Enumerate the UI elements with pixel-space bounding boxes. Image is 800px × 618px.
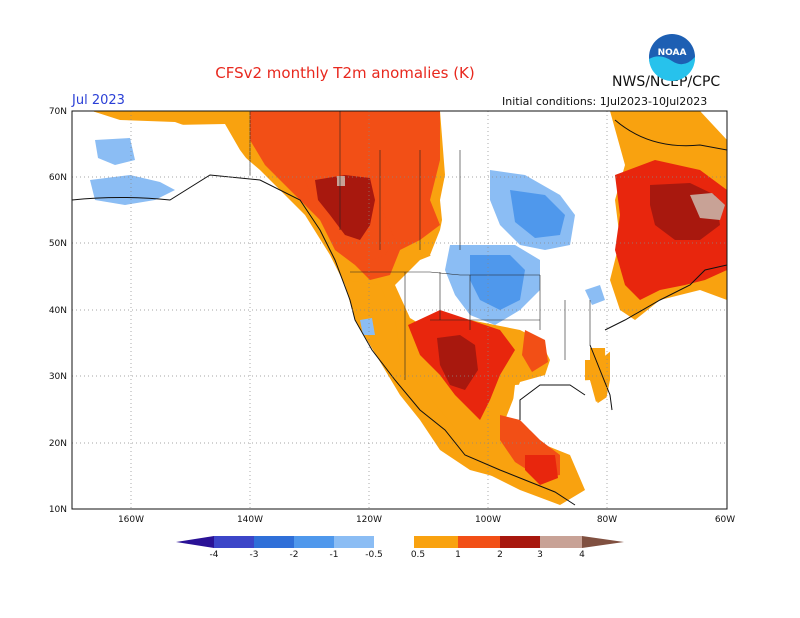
legend-swatch-gt-4: [582, 536, 624, 548]
legend-swatch-p05-1: [414, 536, 458, 548]
legend-label: 1: [455, 550, 461, 560]
lat-label: 70N: [49, 107, 67, 117]
lon-label: 100W: [475, 515, 501, 525]
anomaly-region-quebec-extreme: [690, 193, 725, 220]
legend-label: -4: [210, 550, 219, 560]
noaa-logo: NOAA: [649, 34, 696, 81]
lat-axis: 70N 60N 50N 40N 30N 20N 10N: [49, 107, 67, 515]
cool-region-plains-core: [470, 255, 525, 310]
legend-label: -1: [330, 550, 339, 560]
lon-label: 120W: [356, 515, 382, 525]
cool-region-hudson-core: [510, 190, 565, 238]
legend-swatch-p1-2: [458, 536, 500, 548]
legend-label: 2: [497, 550, 503, 560]
lon-axis: 160W 140W 120W 100W 80W 60W: [118, 515, 735, 525]
lat-label: 20N: [49, 439, 67, 449]
neutral-region-gulf: [512, 380, 600, 445]
coastline: [72, 119, 727, 506]
legend-label: -2: [290, 550, 299, 560]
anomaly-region-alaska-north: [92, 111, 228, 130]
legend-swatch-m3-m2: [254, 536, 294, 548]
lon-label: 160W: [118, 515, 144, 525]
anomaly-region-central-america: [525, 455, 558, 485]
anomaly-region-texas-hot: [437, 335, 478, 390]
anomaly-field: [72, 111, 727, 509]
state-borders: [350, 271, 591, 380]
legend-swatch-p2-3: [500, 536, 540, 548]
lat-label: 10N: [49, 505, 67, 515]
initial-conditions: Initial conditions: 1Jul2023-10Jul2023: [502, 95, 708, 108]
noaa-logo-text: NOAA: [658, 48, 687, 58]
cool-region-oregon: [360, 318, 375, 335]
map-title: CFSv2 monthly T2m anomalies (K): [215, 64, 475, 82]
legend-label: -3: [250, 550, 259, 560]
anomaly-region-bc-extreme: [337, 176, 345, 186]
lat-label: 60N: [49, 173, 67, 183]
legend-label: 3: [537, 550, 543, 560]
neutral-region-alaska: [95, 124, 255, 180]
lon-label: 80W: [597, 515, 617, 525]
neutral-region-southeast: [540, 300, 625, 360]
neutral-region-atlantic: [600, 300, 727, 509]
legend-swatch-neutral: [374, 536, 414, 548]
legend-label: 0.5: [411, 550, 425, 560]
legend-label: 4: [579, 550, 585, 560]
lat-label: 40N: [49, 306, 67, 316]
legend-swatch-m1-m05: [334, 536, 374, 548]
legend-swatch-lt-m4: [176, 536, 214, 548]
lon-label: 140W: [237, 515, 263, 525]
forecast-month: Jul 2023: [72, 93, 125, 108]
lon-label: 60W: [715, 515, 735, 525]
legend-swatch-m4-m3: [214, 536, 254, 548]
anomaly-region-mexico-east: [522, 330, 548, 372]
agency-label: NWS/NCEP/CPC: [612, 74, 721, 90]
lat-label: 30N: [49, 372, 67, 382]
legend-swatch-m2-m1: [294, 536, 334, 548]
legend-label: -0.5: [365, 550, 383, 560]
map-frame: [71, 110, 728, 510]
anomaly-region-bc-hot: [315, 175, 375, 240]
legend-swatch-p3-4: [540, 536, 582, 548]
anomaly-region-west: [92, 111, 585, 505]
cool-region-alaska-west: [95, 138, 135, 165]
lat-label: 50N: [49, 239, 67, 249]
neutral-region-pacific: [72, 230, 470, 509]
